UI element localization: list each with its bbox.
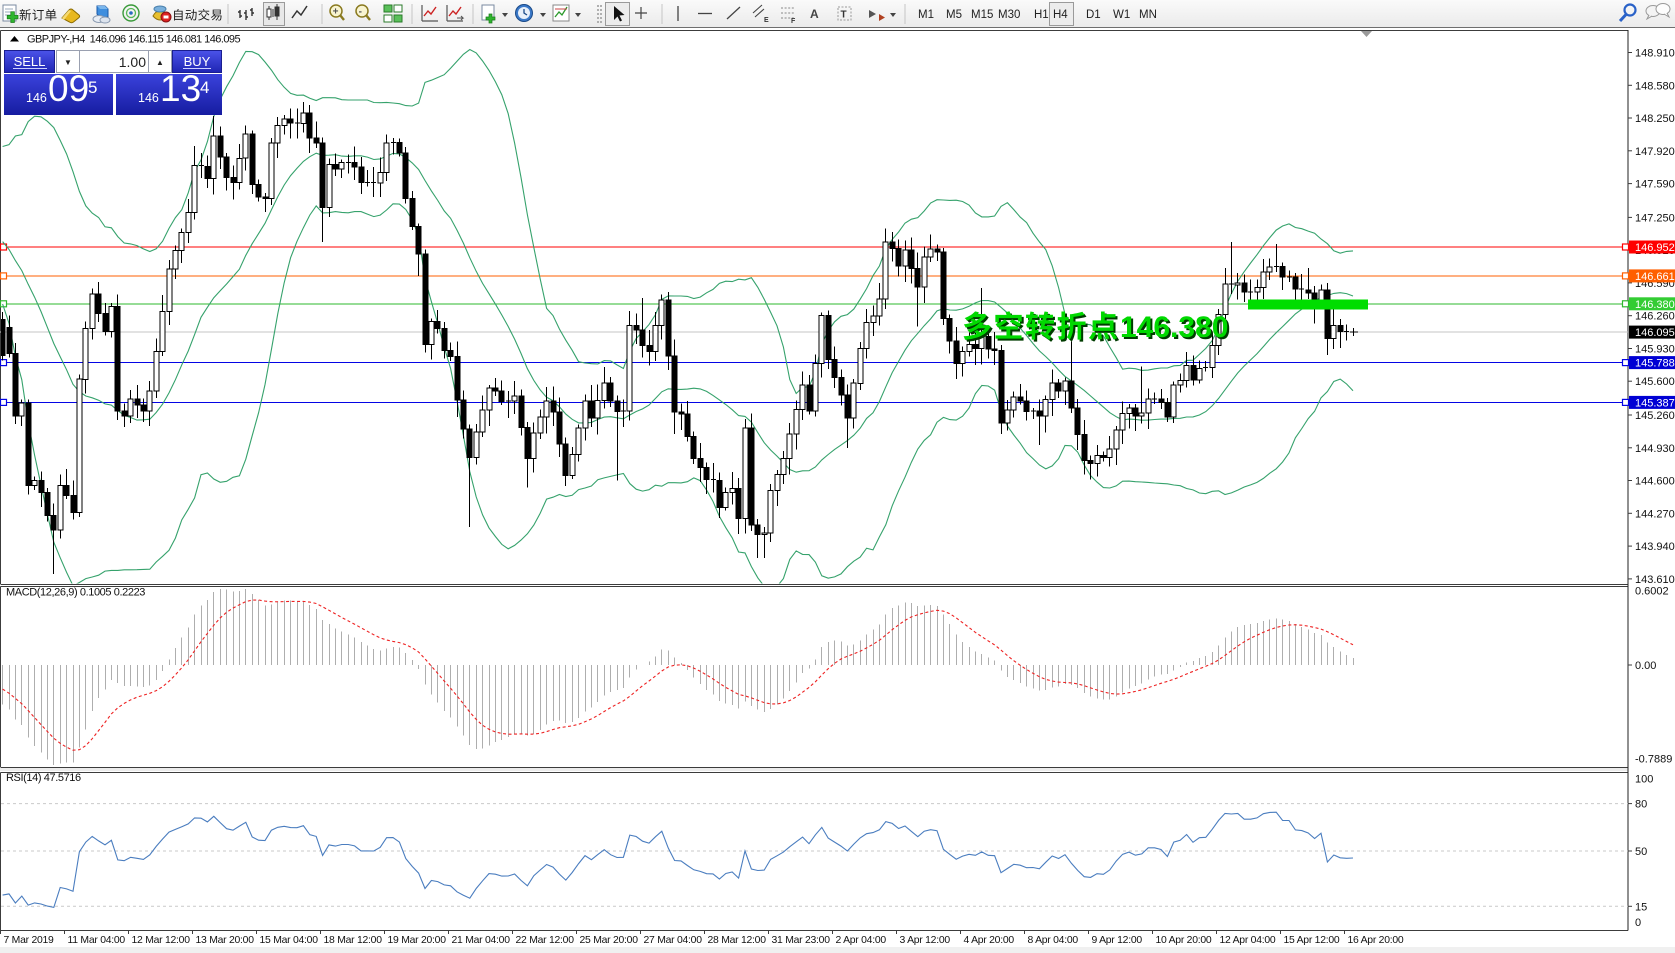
svg-text:M1: M1 — [918, 9, 934, 21]
svg-text:144.930: 144.930 — [1635, 443, 1675, 455]
svg-text:146.380: 146.380 — [1635, 299, 1675, 311]
svg-text:3 Apr 12:00: 3 Apr 12:00 — [900, 935, 951, 946]
svg-text:147.920: 147.920 — [1635, 146, 1675, 158]
svg-text:12 Mar 12:00: 12 Mar 12:00 — [132, 935, 191, 946]
svg-text:MACD(12,26,9) 0.1005 0.2223: MACD(12,26,9) 0.1005 0.2223 — [6, 587, 145, 599]
svg-text:12 Apr 04:00: 12 Apr 04:00 — [1220, 935, 1276, 946]
svg-text:2 Apr 04:00: 2 Apr 04:00 — [836, 935, 887, 946]
svg-text:19 Mar 20:00: 19 Mar 20:00 — [388, 935, 447, 946]
svg-text:0: 0 — [1635, 917, 1641, 929]
svg-text:11 Mar 04:00: 11 Mar 04:00 — [68, 935, 126, 946]
svg-text:M30: M30 — [998, 9, 1020, 21]
svg-text:T: T — [841, 10, 847, 21]
svg-text:10 Apr 20:00: 10 Apr 20:00 — [1156, 935, 1212, 946]
svg-text:146.095: 146.095 — [1635, 327, 1675, 339]
svg-text:145.387: 145.387 — [1635, 397, 1675, 409]
svg-text:25 Mar 20:00: 25 Mar 20:00 — [580, 935, 639, 946]
svg-text:9 Apr 12:00: 9 Apr 12:00 — [1092, 935, 1143, 946]
svg-text:0.00: 0.00 — [1635, 660, 1656, 672]
svg-text:GBPJPY-,H4 146.096 146.115 14: GBPJPY-,H4 146.096 146.115 146.081 146.0… — [27, 34, 240, 46]
svg-text:-: - — [359, 7, 362, 18]
svg-text:145.788: 145.788 — [1635, 358, 1675, 370]
svg-text:15 Apr 12:00: 15 Apr 12:00 — [1284, 935, 1340, 946]
svg-text:W1: W1 — [1113, 9, 1130, 21]
svg-text:145.600: 145.600 — [1635, 376, 1675, 388]
svg-text:4 Apr 20:00: 4 Apr 20:00 — [964, 935, 1015, 946]
svg-text:H1: H1 — [1034, 9, 1049, 21]
svg-text:8 Apr 04:00: 8 Apr 04:00 — [1028, 935, 1079, 946]
svg-text:50: 50 — [1635, 846, 1647, 858]
svg-text:15 Mar 04:00: 15 Mar 04:00 — [260, 935, 319, 946]
svg-text:148.250: 148.250 — [1635, 113, 1675, 125]
svg-text:D1: D1 — [1086, 9, 1101, 21]
svg-text:18 Mar 12:00: 18 Mar 12:00 — [324, 935, 383, 946]
svg-text:144.600: 144.600 — [1635, 476, 1675, 488]
svg-text:147.250: 147.250 — [1635, 212, 1675, 224]
svg-text:100: 100 — [1635, 773, 1653, 785]
svg-text:146.661: 146.661 — [1635, 271, 1675, 283]
svg-text:MN: MN — [1139, 9, 1157, 21]
svg-text:145.930: 145.930 — [1635, 344, 1675, 356]
svg-text:146.380: 146.380 — [1122, 313, 1230, 346]
svg-text:80: 80 — [1635, 799, 1647, 811]
svg-text:143.940: 143.940 — [1635, 541, 1675, 553]
svg-text:E: E — [764, 17, 769, 24]
svg-text:M15: M15 — [971, 9, 993, 21]
svg-text:21 Mar 04:00: 21 Mar 04:00 — [452, 935, 511, 946]
svg-text:31 Mar 23:00: 31 Mar 23:00 — [772, 935, 831, 946]
svg-text:RSI(14) 47.5716: RSI(14) 47.5716 — [6, 772, 81, 784]
svg-text:28 Mar 12:00: 28 Mar 12:00 — [708, 935, 767, 946]
svg-text:147.590: 147.590 — [1635, 179, 1675, 191]
svg-text:148.910: 148.910 — [1635, 48, 1675, 60]
svg-text:146.952: 146.952 — [1635, 242, 1675, 254]
svg-text:22 Mar 12:00: 22 Mar 12:00 — [516, 935, 575, 946]
svg-text:146.260: 146.260 — [1635, 311, 1675, 323]
svg-text:M5: M5 — [946, 9, 962, 21]
svg-text:0.6002: 0.6002 — [1635, 586, 1669, 598]
svg-text:148.580: 148.580 — [1635, 80, 1675, 92]
svg-text:7 Mar 2019: 7 Mar 2019 — [4, 935, 55, 946]
svg-text:16 Apr 20:00: 16 Apr 20:00 — [1348, 935, 1404, 946]
svg-text:H4: H4 — [1053, 9, 1068, 21]
svg-text:+: + — [333, 7, 339, 18]
svg-text:145.260: 145.260 — [1635, 410, 1675, 422]
svg-text:F: F — [791, 18, 796, 25]
svg-text:13 Mar 20:00: 13 Mar 20:00 — [196, 935, 255, 946]
svg-text:-0.7889: -0.7889 — [1635, 754, 1672, 766]
svg-text:15: 15 — [1635, 901, 1647, 913]
svg-text:146.380: 146.380 — [1120, 311, 1228, 344]
svg-text:A: A — [810, 7, 819, 21]
svg-text:27 Mar 04:00: 27 Mar 04:00 — [644, 935, 703, 946]
svg-text:143.610: 143.610 — [1635, 574, 1675, 586]
svg-text:144.270: 144.270 — [1635, 508, 1675, 520]
